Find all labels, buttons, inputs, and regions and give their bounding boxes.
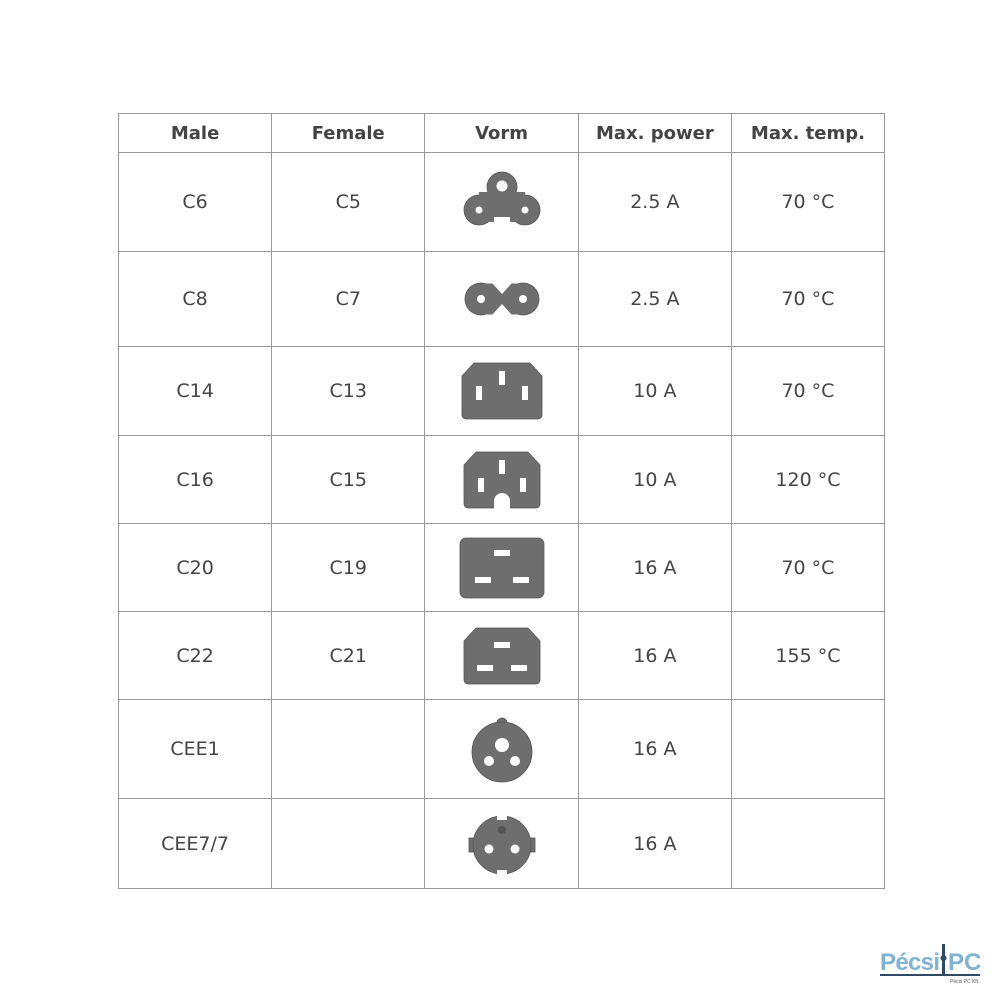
female-cell: C21 <box>271 611 426 700</box>
header-power: Max. power <box>577 113 732 153</box>
cee1-icon <box>471 717 532 783</box>
female-cell: C15 <box>271 435 426 524</box>
female-cell: C13 <box>271 346 426 436</box>
temp-cell: 120 °C <box>730 435 886 524</box>
header-temp: Max. temp. <box>730 113 886 153</box>
temp-cell: 70 °C <box>730 346 886 436</box>
table-row: C22 C21 16 A 155 °C <box>117 611 886 700</box>
power-cell: 16 A <box>577 699 732 799</box>
temp-cell: 70 °C <box>730 251 886 347</box>
table-row: C14 C13 10 A 70 °C <box>117 346 886 436</box>
female-cell: C7 <box>271 251 426 347</box>
male-cell: C14 <box>117 346 273 436</box>
svg-text:PC: PC <box>948 949 981 976</box>
temp-cell <box>730 798 886 889</box>
male-cell: C6 <box>117 152 273 252</box>
header-male: Male <box>117 113 273 153</box>
male-cell: CEE1 <box>117 699 273 799</box>
shape-cell <box>424 523 579 612</box>
c7-figure-eight-icon <box>464 282 539 316</box>
svg-text:Pécsi: Pécsi <box>880 949 940 976</box>
male-cell: C20 <box>117 523 273 612</box>
female-cell <box>271 798 426 889</box>
table-row: C8 C7 2.5 A 70 °C <box>117 251 886 347</box>
c19-icon <box>459 537 544 598</box>
power-cell: 10 A <box>577 346 732 436</box>
shape-cell <box>424 611 579 700</box>
shape-cell <box>424 798 579 889</box>
pecsipc-logo: Pécsi PC Pécsi PC Kft. <box>880 944 981 985</box>
female-cell: C19 <box>271 523 426 612</box>
table-row: C20 C19 16 A 70 °C <box>117 523 886 612</box>
shape-cell <box>424 435 579 524</box>
table-row: CEE7/7 16 A <box>117 798 886 889</box>
shape-cell <box>424 251 579 347</box>
power-cell: 16 A <box>577 523 732 612</box>
power-cell: 16 A <box>577 611 732 700</box>
temp-cell: 70 °C <box>730 523 886 612</box>
svg-text:Pécsi PC Kft.: Pécsi PC Kft. <box>950 979 979 985</box>
power-cell: 2.5 A <box>577 251 732 347</box>
connector-table: Male Female Vorm Max. power Max. temp. C… <box>117 113 886 889</box>
shape-cell <box>424 152 579 252</box>
header-row: Male Female Vorm Max. power Max. temp. <box>117 113 886 153</box>
header-female: Female <box>271 113 426 153</box>
female-cell <box>271 699 426 799</box>
table-row: CEE1 16 A <box>117 699 886 799</box>
temp-cell <box>730 699 886 799</box>
shape-cell <box>424 699 579 799</box>
c13-icon <box>461 362 542 420</box>
male-cell: C16 <box>117 435 273 524</box>
table-row: C16 C15 10 A 120 °C <box>117 435 886 524</box>
temp-cell: 70 °C <box>730 152 886 252</box>
power-cell: 10 A <box>577 435 732 524</box>
shape-cell <box>424 346 579 436</box>
power-cell: 16 A <box>577 798 732 889</box>
c15-icon <box>463 451 540 509</box>
male-cell: C8 <box>117 251 273 347</box>
temp-cell: 155 °C <box>730 611 886 700</box>
table-row: C6 C5 2.5 A 70 °C <box>117 152 886 252</box>
power-cell: 2.5 A <box>577 152 732 252</box>
c21-icon <box>463 627 540 684</box>
c5-cloverleaf-icon <box>463 171 540 226</box>
female-cell: C5 <box>271 152 426 252</box>
male-cell: CEE7/7 <box>117 798 273 889</box>
cee7-7-icon <box>468 814 535 875</box>
male-cell: C22 <box>117 611 273 700</box>
header-shape: Vorm <box>424 113 579 153</box>
